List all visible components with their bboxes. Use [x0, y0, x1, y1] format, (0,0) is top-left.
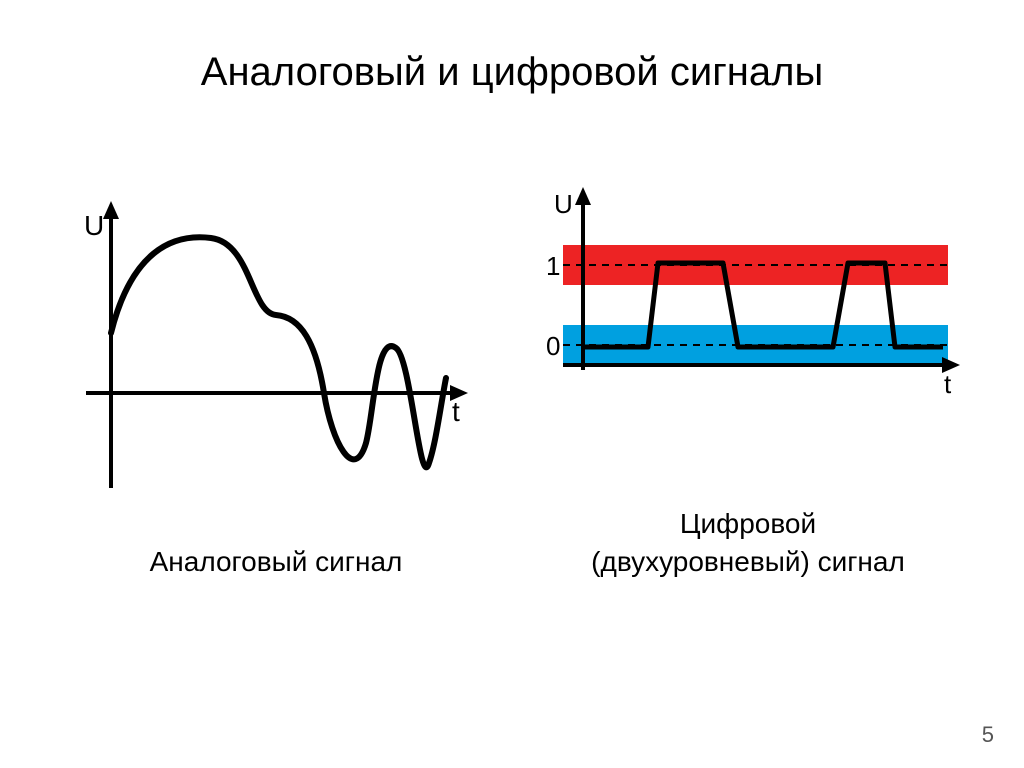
page-title: Аналоговый и цифровой сигналы: [0, 0, 1024, 95]
digital-caption: Цифровой (двухуровневый) сигнал: [591, 505, 905, 581]
analog-axes: U t: [84, 201, 468, 488]
plots-container: U t Аналоговый сигнал U t 1: [0, 175, 1024, 581]
analog-plot-svg: U t: [76, 193, 476, 513]
digital-level-0: 0: [546, 331, 560, 361]
digital-y-arrow: [575, 187, 591, 205]
analog-plot-block: U t Аналоговый сигнал: [56, 193, 496, 581]
digital-plot-svg: U t 1 0: [528, 175, 968, 475]
digital-u-label: U: [554, 189, 573, 219]
page-number: 5: [982, 722, 994, 748]
digital-t-label: t: [944, 369, 952, 399]
digital-level-1: 1: [546, 251, 560, 281]
digital-plot-block: U t 1 0 Цифровой (двухуровневый) сигнал: [528, 175, 968, 581]
analog-caption: Аналоговый сигнал: [150, 543, 403, 581]
analog-y-arrow: [103, 201, 119, 219]
analog-t-label: t: [452, 396, 460, 427]
analog-u-label: U: [84, 210, 104, 241]
analog-curve: [111, 237, 446, 467]
